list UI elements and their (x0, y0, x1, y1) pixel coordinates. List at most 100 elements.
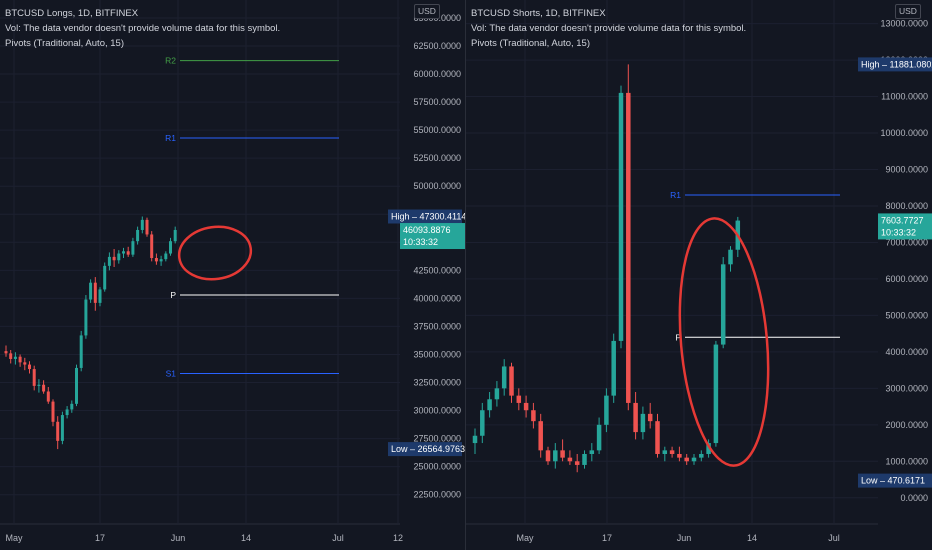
pivot-label-r2: R2 (165, 56, 176, 66)
chart-pane-right[interactable]: 13000.000012000.000011000.000010000.0000… (466, 0, 932, 550)
symbol-title[interactable]: BTCUSD Longs, 1D, BITFINEX (5, 8, 139, 19)
pivot-label-p: P (675, 332, 681, 342)
low-price-label-text: Low – 26564.9763 (391, 444, 465, 454)
pivots-indicator-label[interactable]: Pivots (Traditional, Auto, 15) (471, 38, 590, 49)
bar-countdown: 10:33:32 (881, 227, 916, 237)
candle-body (531, 410, 536, 422)
candle-body (150, 234, 154, 259)
pivot-label-p: P (170, 290, 176, 300)
candle-body (28, 364, 31, 370)
pivot-label-r1: R1 (670, 190, 681, 200)
y-tick-label: 0.0000 (900, 493, 928, 503)
candle-body (131, 241, 135, 255)
y-tick-label: 52500.0000 (413, 153, 461, 163)
y-tick-label: 11000.0000 (881, 92, 928, 102)
candle-body (103, 265, 107, 290)
candle-body (706, 443, 711, 454)
high-price-label-bg (858, 57, 932, 72)
candle-body (494, 388, 500, 400)
y-tick-label: 6000.0000 (885, 274, 928, 284)
hand-drawn-annotation-circle (177, 225, 253, 281)
y-tick-label: 10000.0000 (880, 128, 928, 138)
candle-body (728, 249, 733, 265)
candle-body (60, 415, 64, 441)
low-price-label-bg (388, 442, 462, 457)
pivots-indicator-label[interactable]: Pivots (Traditional, Auto, 15) (5, 38, 124, 49)
last-price-value: 46093.8876 (403, 225, 451, 235)
candle-body (633, 402, 638, 433)
y-tick-label: 62500.0000 (413, 41, 461, 51)
legend-right: BTCUSD Shorts, 1D, BITFINEX Vol: The dat… (471, 6, 746, 51)
candle-body (65, 409, 69, 416)
y-tick-label: 25000.0000 (413, 462, 461, 472)
candle-body (604, 395, 609, 425)
last-price-tag (878, 213, 932, 240)
price-axis-panel (400, 0, 465, 550)
candle-body (684, 457, 689, 462)
high-price-label: High – 47300.4114 (388, 209, 465, 224)
y-tick-label: 30000.0000 (413, 406, 461, 416)
candle-body (13, 356, 17, 359)
candle-body (611, 340, 616, 396)
candle-body (596, 424, 602, 451)
price-axis-panel (878, 0, 932, 550)
candle-body (662, 450, 668, 454)
candle-body (720, 264, 726, 345)
chart-pane-left[interactable]: 65000.000062500.000060000.000057500.0000… (0, 0, 465, 550)
candle-body (538, 421, 543, 451)
x-tick-label: Jun (171, 533, 186, 543)
candle-body (75, 367, 78, 404)
candle-body (84, 299, 88, 336)
candle-body (487, 399, 492, 411)
candle-body (626, 92, 631, 403)
candlestick-chart-shorts[interactable]: 13000.000012000.000011000.000010000.0000… (466, 0, 932, 550)
y-tick-label: 22500.0000 (413, 490, 461, 500)
candle-body (126, 251, 130, 255)
candle-body (37, 384, 41, 386)
candle-body (122, 251, 125, 254)
candle-body (9, 353, 13, 359)
y-tick-label: 57500.0000 (413, 97, 461, 107)
x-tick-label: 14 (241, 533, 251, 543)
pivot-label-r1: R1 (165, 133, 176, 143)
low-price-label-text: Low – 470.6171 (861, 476, 925, 486)
candle-body (107, 256, 111, 266)
candle-body (567, 457, 573, 462)
volume-note: Vol: The data vendor doesn't provide vol… (471, 23, 747, 34)
candle-body (42, 384, 46, 392)
candle-body (140, 219, 144, 230)
x-tick-label: 12 (393, 533, 403, 543)
y-tick-label: 37500.0000 (413, 321, 461, 331)
low-price-label-bg (858, 473, 932, 488)
candle-body (545, 450, 551, 462)
y-tick-label: 5000.0000 (885, 310, 928, 320)
low-price-label: Low – 26564.9763 (388, 442, 465, 457)
currency-badge[interactable]: USD (895, 4, 921, 19)
currency-badge[interactable]: USD (414, 4, 440, 19)
x-tick-label: Jul (828, 533, 840, 543)
candle-body (560, 450, 565, 458)
y-tick-label: 27500.0000 (413, 434, 461, 444)
candle-body (669, 450, 675, 454)
candle-body (516, 395, 522, 403)
x-tick-label: May (5, 533, 23, 543)
candlestick-chart-longs[interactable]: 65000.000062500.000060000.000057500.0000… (0, 0, 465, 550)
candle-body (501, 366, 507, 389)
candle-body (70, 403, 74, 410)
symbol-title[interactable]: BTCUSD Shorts, 1D, BITFINEX (471, 8, 606, 19)
candle-body (136, 229, 140, 242)
candle-body (618, 92, 624, 341)
high-price-label-text: High – 47300.4114 (391, 212, 465, 222)
y-tick-label: 7000.0000 (885, 237, 928, 247)
bar-countdown: 10:33:32 (403, 237, 438, 247)
x-tick-label: Jul (332, 533, 344, 543)
x-tick-label: May (516, 533, 534, 543)
candle-body (112, 256, 116, 261)
y-tick-label: 32500.0000 (413, 378, 461, 388)
y-tick-label: 8000.0000 (885, 201, 928, 211)
candle-body (480, 410, 485, 436)
pane-divider[interactable] (465, 0, 466, 550)
candle-body (640, 413, 646, 433)
low-price-label: Low – 470.6171 (858, 473, 932, 488)
candle-body (145, 219, 149, 235)
